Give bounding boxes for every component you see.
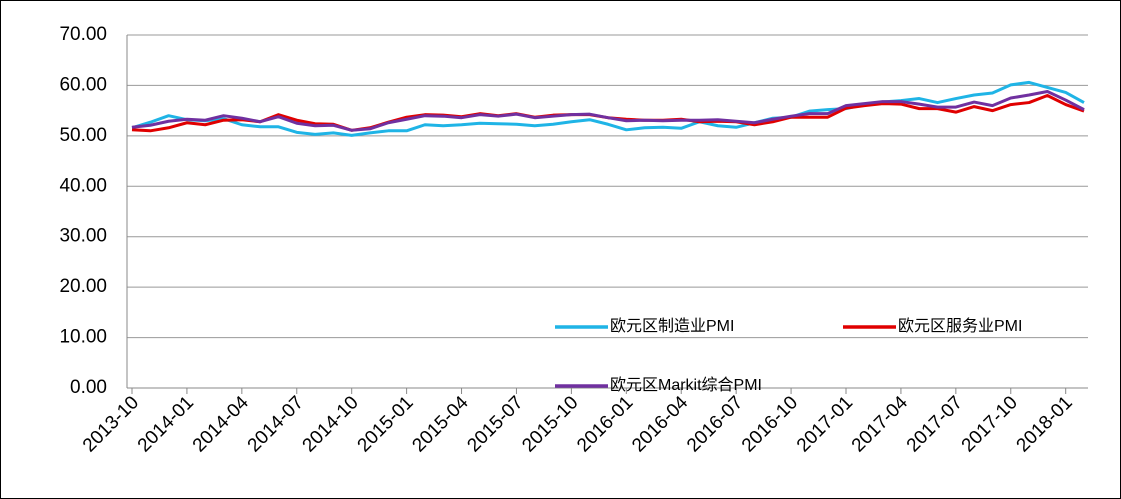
series-line bbox=[131, 89, 1085, 132]
y-tick-label: 40.00 bbox=[59, 175, 107, 196]
y-tick-label: 20.00 bbox=[59, 276, 107, 297]
y-tick-label: 50.00 bbox=[59, 125, 107, 146]
y-tick-label: 60.00 bbox=[59, 74, 107, 95]
y-tick-label: 70.00 bbox=[59, 24, 107, 45]
legend-label: 欧元区服务业PMI bbox=[898, 317, 1022, 335]
y-tick-label: 30.00 bbox=[59, 226, 107, 247]
legend-label: 欧元区制造业PMI bbox=[610, 317, 734, 335]
y-tick-label: 0.00 bbox=[70, 377, 107, 398]
series-line bbox=[131, 80, 1085, 137]
legend-label: 欧元区Markit综合PMI bbox=[610, 376, 762, 394]
y-tick-label: 10.00 bbox=[59, 327, 107, 348]
